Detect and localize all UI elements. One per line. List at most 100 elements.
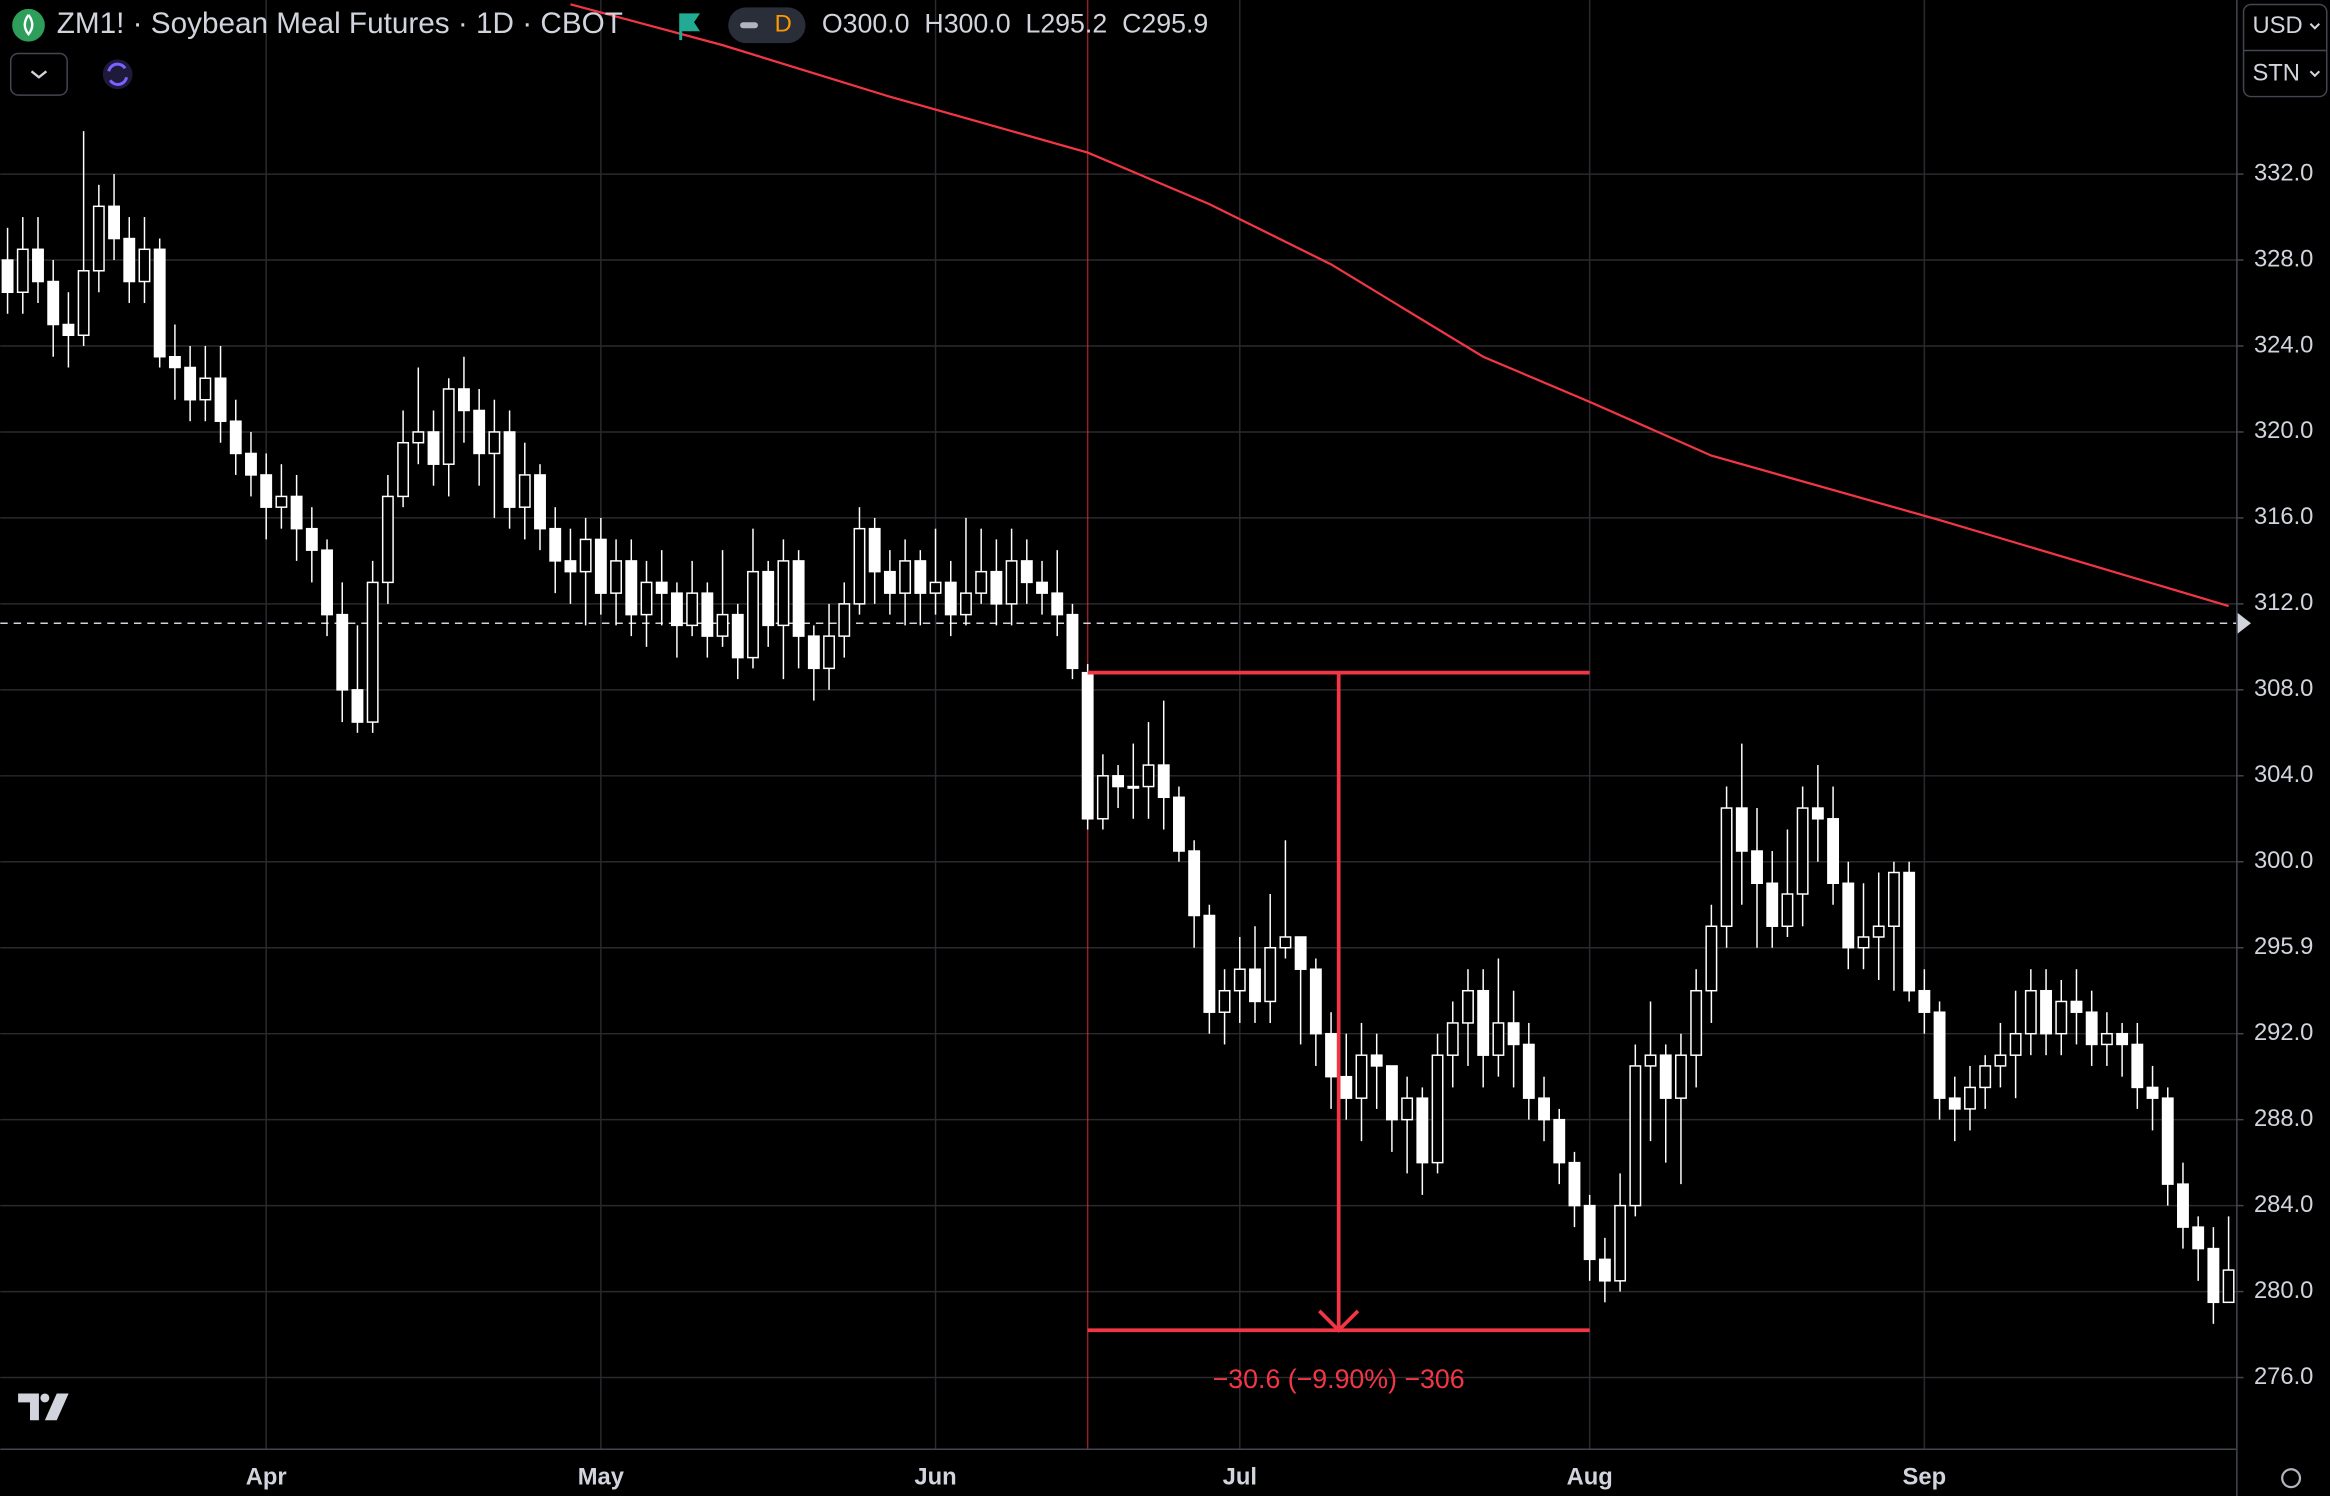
candle-body [1720,807,1733,927]
candle-body [1446,1022,1459,1056]
candle-body [1827,818,1840,885]
candle-body [777,560,790,627]
y-tick-label: 320.0 [2254,417,2313,444]
tv-logo[interactable] [18,1393,69,1421]
candle-body [1431,1054,1444,1164]
axes: 276.0 280.0 284.0 288.0 292.0 295.9 300.0 304.0… [246,159,2314,1490]
candle-body [731,613,744,659]
candle-body [655,581,668,594]
candle-body [762,570,775,627]
candle-body [1933,1011,1946,1099]
candle-body [260,474,273,508]
candle-body [579,538,592,573]
logo-glyph [23,14,34,37]
candle-body [1096,775,1109,820]
candle-body [1416,1097,1429,1164]
candle-body [1796,807,1809,895]
marks: −30.6 (−9.90%) −306 [0,0,2251,1449]
candle-body [838,603,851,637]
candle-body [868,527,881,573]
candle-body [1705,925,1718,992]
candle-body [321,549,333,616]
candle-body [929,581,942,594]
candle-body [610,560,623,594]
candle-body [2146,1086,2159,1099]
candle-body [184,366,197,401]
candle-body [1598,1258,1611,1282]
candle-body [77,270,90,336]
candle-body [807,635,820,670]
candle-body [2192,1226,2205,1250]
candle-body [670,592,683,627]
candle-body [2024,989,2037,1035]
candle-body [1218,989,1231,1013]
candle-body [1325,1032,1338,1078]
candle-body [1614,1204,1627,1282]
candle-body [1249,968,1261,1003]
tv-logo-dot [40,1393,50,1403]
candle-body [1751,850,1763,885]
candle-body [1690,989,1703,1056]
candle-body [1507,1022,1520,1046]
candle-body [899,560,912,594]
y-tick-label: 295.9 [2254,933,2313,960]
candle-body [1857,936,1870,949]
y-tick-label: 324.0 [2254,331,2313,358]
candle-body [1020,560,1033,584]
candle-body [1553,1118,1566,1164]
candle-body [2055,1000,2068,1035]
x-tick-label: Jun [914,1463,956,1490]
x-tick-label: Apr [246,1463,287,1490]
candle-body [625,560,638,616]
candle-body [1538,1097,1550,1121]
candle-body [990,570,1003,605]
candle-body [975,570,988,594]
measure-arrowhead [1318,1309,1360,1333]
candle-body [123,237,136,283]
candle-body [153,248,166,358]
candle-body [2070,1000,2083,1013]
candle-body [458,388,470,412]
candle-body [62,323,75,336]
candle-body [564,560,577,573]
candle-body [2116,1032,2129,1046]
menu-chevrons [2309,23,2321,78]
candle-body [2207,1247,2220,1304]
candle-body [1964,1086,1976,1110]
x-tick-label: Jul [1223,1463,1257,1490]
y-tick-label: 316.0 [2254,503,2313,530]
candle-body [1203,914,1216,1013]
candle-body [960,592,972,616]
candle-body [2131,1043,2144,1089]
candle-body [32,248,44,283]
candle-body [1781,893,1794,927]
candle-body [1948,1097,1961,1110]
settings-icon[interactable] [2281,1468,2302,1489]
candle-body [214,377,227,422]
candle-body [199,377,212,401]
candle-body [381,495,394,584]
candle-body [1811,807,1824,820]
collapse-button[interactable] [9,52,68,96]
candle-body [823,635,835,670]
ohlc-value: C295.9 [1122,8,1208,38]
y-tick-label: 308.0 [2254,675,2313,702]
symbol-title[interactable]: ZM1! · Soybean Meal Futures · 1D · CBOT [57,7,623,40]
candle-body [686,592,699,627]
candle-body [944,581,957,616]
symbol-logo[interactable] [12,8,45,42]
currency-button[interactable]: USD [2252,12,2302,39]
candle-body [2085,1011,2098,1046]
status-pill[interactable] [728,7,806,44]
y-tick-label: 288.0 [2254,1105,2313,1132]
y-tick-label: 312.0 [2254,589,2313,616]
price-line-marker [2237,612,2251,634]
candle-body [1887,871,1900,927]
candle-body [1036,581,1048,594]
candle-body [168,355,181,369]
candle-body [640,581,653,616]
ohlc-values: O300.0 H300.0 L295.2 C295.9 [822,8,1208,38]
unit-button[interactable]: STN [2252,60,2300,87]
candle-body [2040,989,2052,1035]
candle-body [305,527,318,551]
